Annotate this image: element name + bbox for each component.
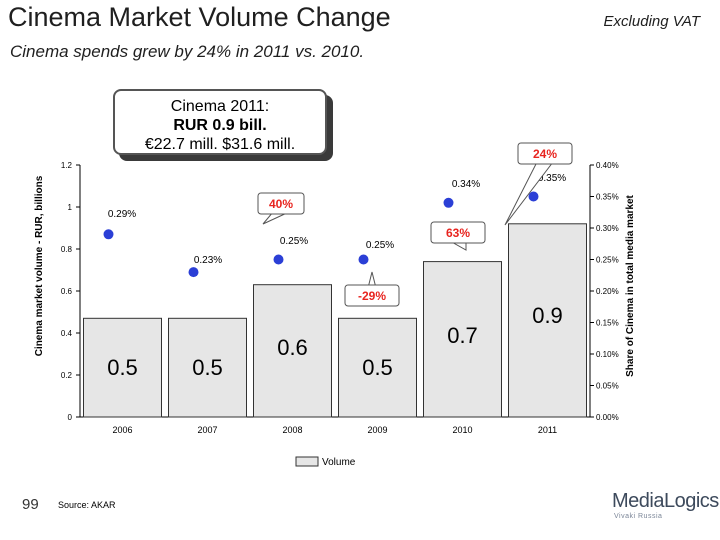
callout-line-2: RUR 0.9 bill. bbox=[173, 117, 267, 134]
volume-bar bbox=[168, 317, 247, 418]
y-tick-label: 0.2 bbox=[61, 371, 73, 380]
share-data-label: 0.29% bbox=[108, 209, 136, 220]
change-box bbox=[430, 221, 486, 244]
volume-data-label: 0.6 bbox=[277, 335, 308, 360]
share-marker bbox=[358, 254, 369, 265]
change-box bbox=[344, 284, 400, 307]
change-arrow bbox=[504, 161, 555, 226]
volume-bar bbox=[338, 317, 417, 418]
volume-bar bbox=[508, 223, 587, 418]
volume-data-label: 0.9 bbox=[532, 303, 563, 328]
share-data-label: 0.25% bbox=[366, 240, 394, 251]
y-tick-label: 0.8 bbox=[61, 245, 73, 254]
share-marker bbox=[528, 191, 539, 202]
x-tick-label: 2010 bbox=[452, 425, 472, 435]
y2-tick-label: 0.15% bbox=[596, 319, 619, 328]
callout-box: Cinema 2011: RUR 0.9 bill. €22.7 mill. $… bbox=[113, 89, 327, 155]
y-axis-title: Cinema market volume - RUR, billions bbox=[34, 175, 45, 356]
x-tick-label: 2007 bbox=[197, 425, 217, 435]
y-tick-label: 1.2 bbox=[61, 161, 73, 170]
y2-tick-label: 0.10% bbox=[596, 350, 619, 359]
volume-data-label: 0.7 bbox=[447, 323, 478, 348]
callout-line-3: €22.7 mill. $31.6 mill. bbox=[144, 136, 296, 153]
y2-tick-label: 0.35% bbox=[596, 193, 619, 202]
volume-bar bbox=[423, 261, 502, 418]
y2-tick-label: 0.05% bbox=[596, 382, 619, 391]
volume-data-label: 0.5 bbox=[362, 355, 393, 380]
source-note: Source: AKAR bbox=[58, 500, 116, 510]
y-tick-label: 1 bbox=[68, 203, 73, 212]
logo-subtitle: Vivaki Russia bbox=[614, 513, 663, 520]
volume-bar bbox=[83, 317, 162, 418]
medialogics-logo: MediaLogics bbox=[612, 490, 719, 512]
x-tick-label: 2011 bbox=[538, 425, 557, 435]
page-subtitle: Cinema spends grew by 24% in 2011 vs. 20… bbox=[10, 42, 365, 61]
volume-data-label: 0.5 bbox=[107, 355, 138, 380]
share-data-label: 0.34% bbox=[452, 179, 480, 190]
change-box bbox=[517, 142, 573, 165]
change-label: 40% bbox=[269, 197, 293, 211]
share-marker bbox=[273, 254, 284, 265]
y-tick-label: 0.4 bbox=[61, 329, 73, 338]
y2-tick-label: 0.40% bbox=[596, 161, 619, 170]
y2-tick-label: 0.30% bbox=[596, 224, 619, 233]
change-label: 24% bbox=[533, 147, 557, 161]
share-marker bbox=[443, 197, 454, 208]
y2-tick-label: 0.00% bbox=[596, 413, 619, 422]
y2-axis-title: Share of Cinema in total media market bbox=[625, 194, 636, 376]
x-tick-label: 2008 bbox=[282, 425, 302, 435]
change-label: -29% bbox=[358, 289, 386, 303]
y-tick-label: 0.6 bbox=[61, 287, 73, 296]
page-number: 99 bbox=[22, 496, 39, 513]
share-data-label: 0.23% bbox=[194, 255, 222, 266]
share-marker bbox=[188, 267, 199, 278]
y2-tick-label: 0.25% bbox=[596, 256, 619, 265]
legend-swatch-volume bbox=[295, 456, 319, 467]
page-title: Cinema Market Volume Change bbox=[8, 2, 391, 32]
legend-label-volume: Volume bbox=[322, 457, 356, 468]
change-box bbox=[257, 192, 305, 215]
x-tick-label: 2009 bbox=[367, 425, 387, 435]
share-data-label: 0.35% bbox=[538, 173, 566, 184]
y2-tick-label: 0.20% bbox=[596, 287, 619, 296]
share-data-label: 0.25% bbox=[280, 236, 308, 247]
volume-data-label: 0.5 bbox=[192, 355, 223, 380]
vat-note: Excluding VAT bbox=[603, 13, 700, 30]
share-marker bbox=[103, 229, 114, 240]
x-tick-label: 2006 bbox=[112, 425, 132, 435]
change-label: 63% bbox=[446, 226, 470, 240]
callout-line-1: Cinema 2011: bbox=[170, 98, 270, 115]
y-tick-label: 0 bbox=[68, 413, 73, 422]
volume-bar bbox=[253, 284, 332, 418]
